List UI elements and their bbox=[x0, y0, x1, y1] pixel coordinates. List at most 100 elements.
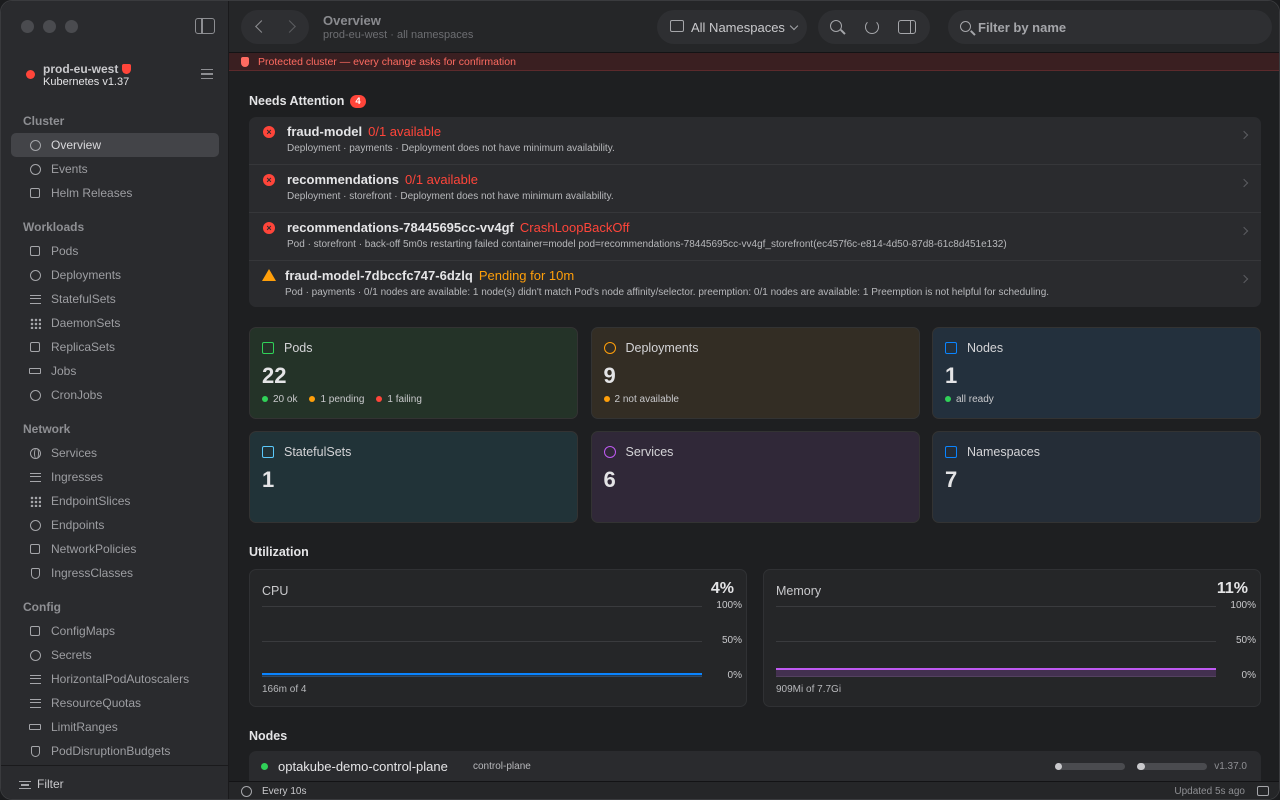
sidebar-item-resourcequotas[interactable]: ResourceQuotas bbox=[11, 691, 219, 715]
sidebar-filter[interactable]: Filter bbox=[1, 765, 229, 799]
stat-detail: 20 ok bbox=[262, 394, 297, 405]
sidebar-item-poddisruptionbudgets[interactable]: PodDisruptionBudgets bbox=[11, 739, 219, 763]
refresh-icon[interactable] bbox=[865, 20, 879, 34]
minimize-window-button[interactable] bbox=[43, 20, 56, 33]
error-icon: × bbox=[263, 174, 275, 186]
stat-card-value: 1 bbox=[262, 467, 275, 492]
stat-card-services[interactable]: Services 6 bbox=[590, 431, 920, 523]
attention-item-status: Pending for 10m bbox=[478, 268, 575, 283]
stat-card-label: StatefulSets bbox=[284, 445, 352, 459]
sidebar-item-events[interactable]: Events bbox=[11, 157, 219, 181]
attention-item[interactable]: fraud-model-7dbccfc747-6dzlq Pending for … bbox=[249, 261, 1261, 309]
stat-card-namespaces[interactable]: Namespaces 7 bbox=[932, 431, 1261, 523]
namespace-tray-icon bbox=[670, 20, 684, 32]
sidebar-item-horizontalpodautoscalers[interactable]: HorizontalPodAutoscalers bbox=[11, 667, 219, 691]
usage-line bbox=[262, 673, 702, 676]
needs-attention-heading: Needs Attention 4 bbox=[249, 94, 366, 108]
sidebar-item-ingresses[interactable]: Ingresses bbox=[11, 465, 219, 489]
filter-icon bbox=[19, 781, 31, 789]
sidebar-item-label: Events bbox=[51, 162, 88, 176]
refresh-icon bbox=[603, 342, 616, 354]
attention-item[interactable]: × fraud-model 0/1 available Deployment · pa… bbox=[249, 117, 1261, 165]
usage-area bbox=[262, 674, 702, 677]
sidebar-item-jobs[interactable]: Jobs bbox=[11, 359, 219, 383]
terminal-icon[interactable] bbox=[1257, 786, 1269, 796]
sidebar-toggle-icon[interactable] bbox=[195, 18, 215, 34]
refresh-interval[interactable]: Every 10s bbox=[262, 786, 307, 797]
stat-card-statefulsets[interactable]: StatefulSets 1 bbox=[249, 431, 578, 523]
history-nav bbox=[241, 10, 309, 44]
utilization-heading: Utilization bbox=[249, 545, 309, 559]
sidebar-item-deployments[interactable]: Deployments bbox=[11, 263, 219, 287]
sidebar-item-helm-releases[interactable]: Helm Releases bbox=[11, 181, 219, 205]
attention-item-name: fraud-model bbox=[287, 124, 363, 139]
sidebar-item-daemonsets[interactable]: DaemonSets bbox=[11, 311, 219, 335]
protected-shield-icon bbox=[122, 64, 132, 74]
attention-item-description: Deployment · storefront · Deployment doe… bbox=[287, 191, 614, 202]
stat-card-deployments[interactable]: Deployments 9 2 not available bbox=[590, 327, 920, 419]
stat-card-pods[interactable]: Pods 22 20 ok 1 pending 1 failing bbox=[249, 327, 578, 419]
sidebar-item-secrets[interactable]: Secrets bbox=[11, 643, 219, 667]
utilization-usage: 909Mi of 7.7Gi bbox=[776, 684, 842, 695]
stat-card-details: 2 not available bbox=[603, 394, 679, 405]
clock-icon bbox=[29, 139, 41, 151]
sidebar-item-label: Helm Releases bbox=[51, 186, 133, 200]
stat-card-nodes[interactable]: Nodes 1 all ready bbox=[932, 327, 1261, 419]
tick-label: 100% bbox=[1230, 600, 1256, 611]
attention-item[interactable]: × recommendations-78445695cc-vv4gf CrashLo… bbox=[249, 213, 1261, 261]
attention-item[interactable]: × recommendations 0/1 available Deployment … bbox=[249, 165, 1261, 213]
filter-search bbox=[948, 10, 1272, 44]
sidebar-item-cronjobs[interactable]: CronJobs bbox=[11, 383, 219, 407]
sidebar-item-statefulsets[interactable]: StatefulSets bbox=[11, 287, 219, 311]
zoom-window-button[interactable] bbox=[65, 20, 78, 33]
forward-chevron-icon[interactable] bbox=[283, 20, 296, 33]
utilization-label: Memory bbox=[776, 584, 822, 598]
node-version: v1.37.0 bbox=[1214, 761, 1247, 772]
warning-icon bbox=[262, 269, 276, 281]
search-icon[interactable] bbox=[830, 20, 842, 32]
back-chevron-icon[interactable] bbox=[255, 20, 268, 33]
sliders-icon bbox=[29, 697, 41, 709]
stat-card-value: 22 bbox=[262, 363, 287, 388]
attention-item-status: 0/1 available bbox=[368, 124, 442, 139]
error-icon: × bbox=[263, 222, 275, 234]
sidebar-item-label: IngressClasses bbox=[51, 566, 134, 580]
sidebar: prod-eu-west Kubernetes v1.37 Cluster Ove… bbox=[1, 1, 229, 799]
sidebar-item-pods[interactable]: Pods bbox=[11, 239, 219, 263]
sidebar-item-networkpolicies[interactable]: NetworkPolicies bbox=[11, 537, 219, 561]
stat-card-label: Services bbox=[625, 445, 674, 459]
node-role: control-plane bbox=[473, 761, 531, 772]
cluster-switcher[interactable]: prod-eu-west Kubernetes v1.37 bbox=[21, 59, 217, 93]
sidebar-item-endpoints[interactable]: Endpoints bbox=[11, 513, 219, 537]
attention-item-description: Deployment · payments · Deployment does … bbox=[287, 143, 615, 154]
filter-by-name-input[interactable] bbox=[978, 10, 1258, 44]
sidebar-item-ingressclasses[interactable]: IngressClasses bbox=[11, 561, 219, 585]
cube-icon bbox=[29, 245, 41, 257]
utilization-percent: 4% bbox=[710, 580, 734, 597]
window-controls bbox=[21, 20, 78, 33]
node-row[interactable]: optakube-demo-control-plane control-plane… bbox=[249, 751, 1261, 781]
grid-dots-icon bbox=[29, 317, 41, 329]
globe-icon bbox=[603, 446, 616, 458]
toolbar: Overview prod-eu-west · all namespaces A… bbox=[229, 1, 1279, 53]
sidebar-item-label: DaemonSets bbox=[51, 316, 121, 330]
shield-icon bbox=[29, 745, 41, 757]
filter-label: Filter bbox=[37, 777, 64, 791]
sidebar-item-configmaps[interactable]: ConfigMaps bbox=[11, 619, 219, 643]
close-window-button[interactable] bbox=[21, 20, 34, 33]
sidebar-item-replicasets[interactable]: ReplicaSets bbox=[11, 335, 219, 359]
namespace-select[interactable]: All Namespaces bbox=[657, 10, 807, 44]
chevron-right-icon bbox=[1239, 130, 1249, 140]
stat-detail-text: all ready bbox=[956, 394, 994, 405]
sidebar-nav: Cluster Overview Events Helm Releases Worklo… bbox=[11, 109, 219, 763]
sidebar-item-limitranges[interactable]: LimitRanges bbox=[11, 715, 219, 739]
sidebar-item-services[interactable]: Services bbox=[11, 441, 219, 465]
sidebar-item-label: EndpointSlices bbox=[51, 494, 131, 508]
utilization-percent: 11% bbox=[1216, 580, 1248, 597]
inspector-toggle-icon[interactable] bbox=[898, 20, 916, 34]
sidebar-item-endpointslices[interactable]: EndpointSlices bbox=[11, 489, 219, 513]
attention-item-status: 0/1 available bbox=[404, 172, 478, 187]
sidebar-item-overview[interactable]: Overview bbox=[11, 133, 219, 157]
cluster-settings-icon[interactable] bbox=[201, 69, 213, 79]
